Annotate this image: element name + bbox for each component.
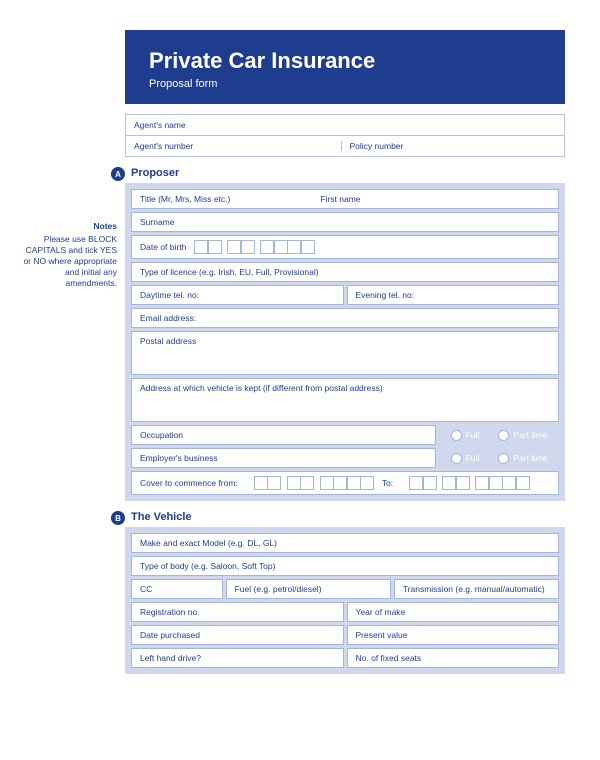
vehicle-title: The Vehicle [125,511,565,527]
occupation-field[interactable]: Occupation [131,425,436,445]
transmission-field[interactable]: Transmission (e.g. manual/automatic) [394,579,559,599]
body-field[interactable]: Type of body (e.g. Saloon, Soft Top) [131,556,559,576]
title-label: Title (Mr, Mrs, Miss etc.) [140,194,230,204]
date-box[interactable] [442,476,456,490]
purchased-field[interactable]: Date purchased [131,625,344,645]
parttime-radio[interactable] [498,430,509,441]
notes-block: Notes Please use BLOCK CAPITALS and tick… [22,221,117,289]
form-subtitle: Proposal form [149,78,541,90]
seats-field[interactable]: No. of fixed seats [347,648,560,668]
date-box[interactable] [227,240,241,254]
email-field[interactable]: Email address: [131,308,559,328]
date-box[interactable] [320,476,334,490]
date-box[interactable] [489,476,503,490]
full-radio[interactable] [451,430,462,441]
parttime-radio[interactable] [498,453,509,464]
cc-field[interactable]: CC [131,579,223,599]
fuel-field[interactable]: Fuel (e.g. petrol/diesel) [226,579,391,599]
vehicle-section: B The Vehicle Make and exact Model (e.g.… [125,511,565,674]
date-box[interactable] [301,240,315,254]
date-box[interactable] [360,476,374,490]
year-field[interactable]: Year of make [347,602,560,622]
section-badge-b: B [111,511,125,525]
date-box[interactable] [274,240,288,254]
vehicle-address-field[interactable]: Address at which vehicle is kept (if dif… [131,378,559,422]
agent-number-field[interactable]: Agent's number [134,141,341,151]
notes-label: Notes [22,221,117,232]
licence-field[interactable]: Type of licence (e.g. Irish, EU, Full, P… [131,262,559,282]
date-box[interactable] [254,476,268,490]
employer-radio-group: Full Part time [439,448,559,468]
firstname-label: First name [320,194,360,204]
date-box[interactable] [300,476,314,490]
cover-row[interactable]: Cover to commence from: To: [131,471,559,495]
value-field[interactable]: Present value [347,625,560,645]
date-box[interactable] [208,240,222,254]
date-box[interactable] [287,240,301,254]
date-box[interactable] [456,476,470,490]
date-box[interactable] [423,476,437,490]
date-box[interactable] [267,476,281,490]
date-box[interactable] [287,476,301,490]
date-box[interactable] [333,476,347,490]
date-box[interactable] [260,240,274,254]
proposer-section: A Proposer Title (Mr, Mrs, Miss etc.) Fi… [125,167,565,501]
form-header: Private Car Insurance Proposal form [125,30,565,104]
evening-tel-field[interactable]: Evening tel. no: [347,285,560,305]
lhd-field[interactable]: Left hand drive? [131,648,344,668]
title-firstname-field[interactable]: Title (Mr, Mrs, Miss etc.) First name [131,189,559,209]
reg-field[interactable]: Registration no. [131,602,344,622]
agent-name-field[interactable]: Agent's name [134,120,556,130]
dob-field[interactable]: Date of birth [131,235,559,259]
employer-field[interactable]: Employer's business [131,448,436,468]
policy-number-field[interactable]: Policy number [341,141,557,151]
date-box[interactable] [241,240,255,254]
date-box[interactable] [409,476,423,490]
date-box[interactable] [194,240,208,254]
date-box[interactable] [475,476,489,490]
agent-block: Agent's name Agent's number Policy numbe… [125,114,565,157]
section-badge-a: A [111,167,125,181]
occupation-radio-group: Full Part time [439,425,559,445]
daytime-tel-field[interactable]: Daytime tel. no: [131,285,344,305]
date-box[interactable] [516,476,530,490]
make-field[interactable]: Make and exact Model (e.g. DL, GL) [131,533,559,553]
date-box[interactable] [502,476,516,490]
proposer-title: Proposer [125,167,565,183]
full-radio[interactable] [451,453,462,464]
surname-field[interactable]: Surname [131,212,559,232]
form-title: Private Car Insurance [149,48,541,74]
postal-field[interactable]: Postal address [131,331,559,375]
notes-text: Please use BLOCK CAPITALS and tick YES o… [23,234,117,288]
date-box[interactable] [347,476,361,490]
